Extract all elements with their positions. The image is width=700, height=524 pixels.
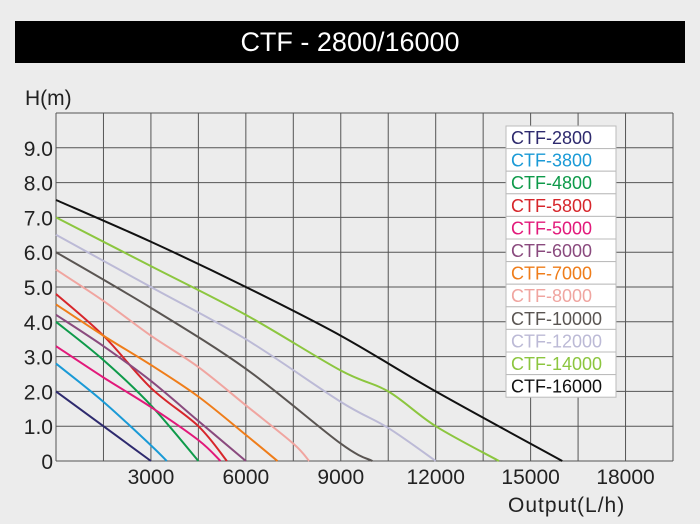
series-line-ctf-6000 bbox=[55, 314, 247, 462]
legend-entry-label: CTF-2800 bbox=[511, 128, 592, 148]
legend-entry-label: CTF-16000 bbox=[511, 377, 602, 397]
series-line-ctf-4800 bbox=[55, 321, 200, 462]
y-tick-label: 1.0 bbox=[24, 416, 53, 439]
y-axis-label: H(m) bbox=[25, 87, 72, 110]
x-tick-label: 3000 bbox=[128, 466, 175, 489]
y-tick-label: 7.0 bbox=[24, 207, 53, 230]
series-line-ctf-7000 bbox=[55, 303, 279, 462]
y-tick-label: 9.0 bbox=[24, 138, 53, 161]
legend-entry-box bbox=[505, 374, 617, 398]
x-tick-label: 9000 bbox=[317, 466, 364, 489]
series-line-ctf-8000 bbox=[55, 268, 310, 462]
y-tick-label: 4.0 bbox=[24, 312, 53, 335]
series-line-ctf-5800 bbox=[55, 293, 228, 462]
x-tick-label: 6000 bbox=[222, 466, 269, 489]
legend-entry-label: CTF-3800 bbox=[511, 151, 592, 171]
legend-entry-label: CTF-14000 bbox=[511, 354, 602, 374]
legend-entry-label: CTF-4800 bbox=[511, 173, 592, 193]
y-tick-label: 3.0 bbox=[24, 347, 53, 370]
x-tick-label: 15000 bbox=[501, 466, 559, 489]
y-tick-label: 2.0 bbox=[24, 381, 53, 404]
legend-entry-label: CTF-7000 bbox=[511, 264, 592, 284]
y-tick-label: 0 bbox=[41, 451, 53, 474]
series-line-ctf-12000 bbox=[55, 233, 437, 462]
x-axis-label: Output(L/h) bbox=[508, 494, 625, 517]
legend-entry-label: CTF-5000 bbox=[511, 218, 592, 238]
series-line-ctf-2800 bbox=[55, 390, 152, 462]
x-tick-label: 18000 bbox=[596, 466, 654, 489]
legend-entry-label: CTF-12000 bbox=[511, 331, 602, 351]
y-tick-label: 6.0 bbox=[24, 242, 53, 265]
y-tick-label: 8.0 bbox=[24, 173, 53, 196]
series-line-ctf-16000 bbox=[55, 199, 563, 462]
x-tick-label: 12000 bbox=[406, 466, 464, 489]
y-tick-label: 5.0 bbox=[24, 277, 53, 300]
legend-entry-label: CTF-8000 bbox=[511, 286, 592, 306]
legend-entry-label: CTF-6000 bbox=[511, 241, 592, 261]
chart-title: CTF - 2800/16000 bbox=[15, 21, 685, 63]
legend-entry-label: CTF-10000 bbox=[511, 309, 602, 329]
series-line-ctf-14000 bbox=[55, 216, 500, 462]
series-line-ctf-5000 bbox=[55, 345, 222, 462]
series-line-ctf-10000 bbox=[55, 251, 373, 462]
legend-entry-label: CTF-5800 bbox=[511, 196, 592, 216]
series-line-ctf-3800 bbox=[55, 362, 168, 462]
